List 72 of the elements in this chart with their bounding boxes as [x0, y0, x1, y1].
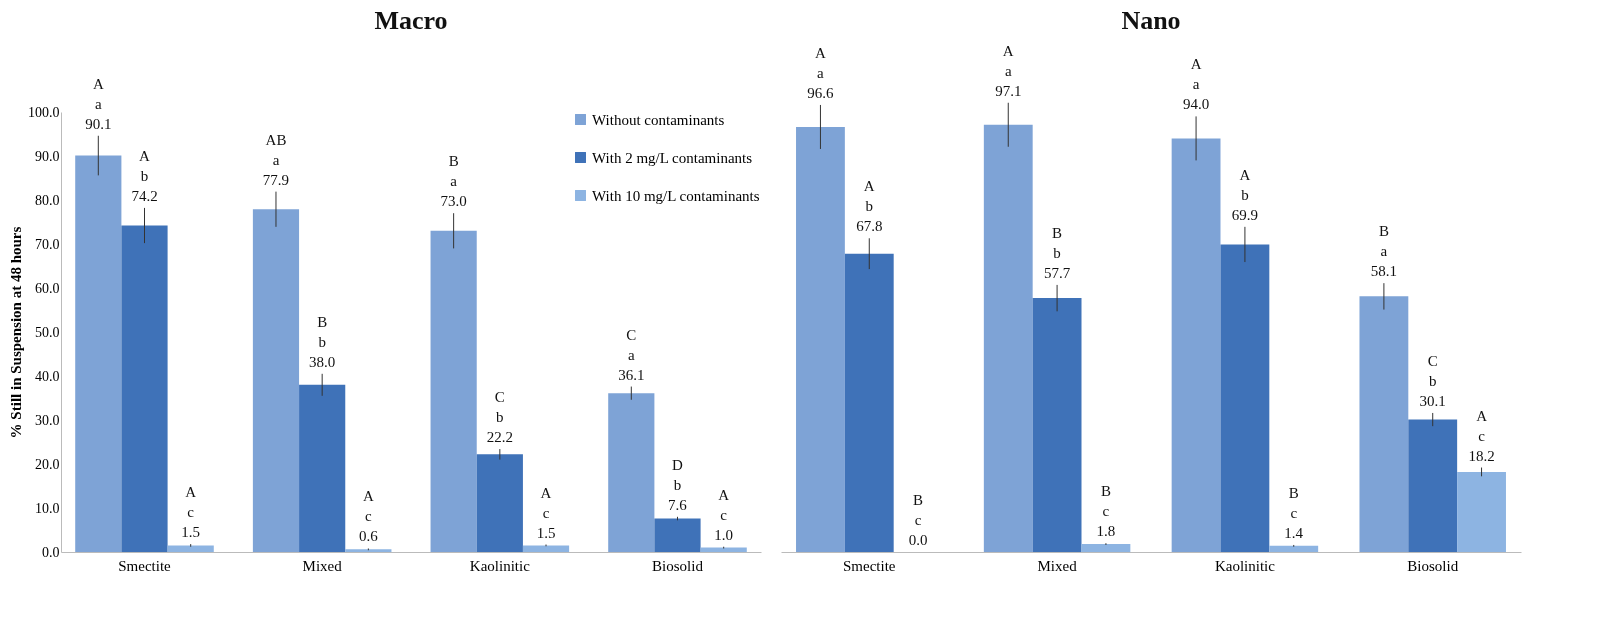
- bar: [430, 230, 477, 552]
- text: A c 0.6: [358, 488, 378, 545]
- bar: [654, 518, 701, 552]
- bar: [522, 545, 570, 552]
- bar: [299, 384, 346, 552]
- text: A a 97.1: [995, 42, 1022, 99]
- bar: [345, 549, 392, 552]
- bar: [1457, 471, 1506, 552]
- legend-label: With 2 mg/L contaminants: [592, 149, 753, 166]
- y-tick-label: 100.0: [28, 104, 60, 120]
- text: A a 96.6: [807, 44, 834, 101]
- text: C b 22.2: [486, 389, 513, 446]
- legend-label: With 10 mg/L contaminants: [592, 187, 760, 204]
- text: B c 1.4: [1284, 484, 1304, 541]
- bar: [700, 547, 747, 552]
- bar: [1220, 244, 1270, 552]
- bar: [1171, 138, 1221, 552]
- legend-label: Without contaminants: [592, 111, 725, 128]
- chart-title: Macro: [374, 6, 448, 35]
- text: A a 90.1: [85, 75, 112, 132]
- y-axis-title: % Still in Suspension at 48 hours: [8, 226, 24, 439]
- y-tick-label: 60.0: [35, 280, 60, 296]
- text: B b 57.7: [1043, 224, 1071, 281]
- text: AB a 77.9: [262, 131, 290, 188]
- text: B b 38.0: [309, 313, 336, 370]
- bar: [1359, 296, 1409, 552]
- text: C b 30.1: [1419, 352, 1446, 409]
- text: A b 74.2: [131, 147, 158, 204]
- bar: [121, 225, 168, 552]
- text: B a 58.1: [1370, 223, 1398, 280]
- bar: [796, 126, 845, 552]
- text: A c 18.2: [1468, 407, 1495, 464]
- text: A c 1.5: [536, 484, 556, 541]
- y-tick-label: 70.0: [35, 236, 60, 252]
- y-tick-label: 20.0: [35, 456, 60, 472]
- bar: [1269, 545, 1319, 552]
- x-tick-label: Smectite: [843, 557, 896, 574]
- text: A b 69.9: [1231, 166, 1259, 223]
- bar: [983, 124, 1033, 552]
- y-tick-label: 50.0: [35, 324, 60, 340]
- bar: [1408, 419, 1458, 552]
- y-tick-label: 40.0: [35, 368, 60, 384]
- x-tick-label: Smectite: [118, 557, 172, 574]
- x-tick-label: Biosolid: [652, 557, 704, 574]
- x-tick-label: Kaolinitic: [1214, 557, 1276, 574]
- y-tick-label: 90.0: [35, 148, 60, 164]
- x-tick-label: Kaolinitic: [469, 557, 531, 574]
- text: B c 1.8: [1096, 483, 1116, 540]
- x-tick-label: Mixed: [302, 557, 343, 574]
- x-tick-label: Biosolid: [1407, 557, 1459, 574]
- x-tick-label: Mixed: [1037, 557, 1078, 574]
- chart-title: Nano: [1121, 6, 1181, 35]
- text: A c 1.5: [181, 484, 201, 541]
- text: A c 1.0: [714, 486, 734, 543]
- bar: [844, 253, 894, 552]
- bar: [1081, 544, 1131, 552]
- text: B a 73.0: [440, 153, 467, 210]
- text: B c 0.0: [908, 492, 928, 548]
- bar: [476, 454, 523, 552]
- bar: [608, 393, 655, 552]
- y-tick-label: 80.0: [35, 192, 60, 208]
- y-tick-label: 30.0: [35, 412, 60, 428]
- text: A b 67.8: [856, 178, 883, 235]
- bar: [252, 209, 300, 552]
- bar: [1032, 298, 1082, 552]
- bar: [75, 155, 122, 552]
- text: D b 7.6: [668, 456, 687, 513]
- bar: [167, 545, 214, 552]
- y-tick-label: 10.0: [35, 500, 60, 516]
- y-tick-label: 0.0: [42, 544, 60, 560]
- text: C a 36.1: [618, 326, 645, 383]
- text: A a 94.0: [1182, 56, 1210, 113]
